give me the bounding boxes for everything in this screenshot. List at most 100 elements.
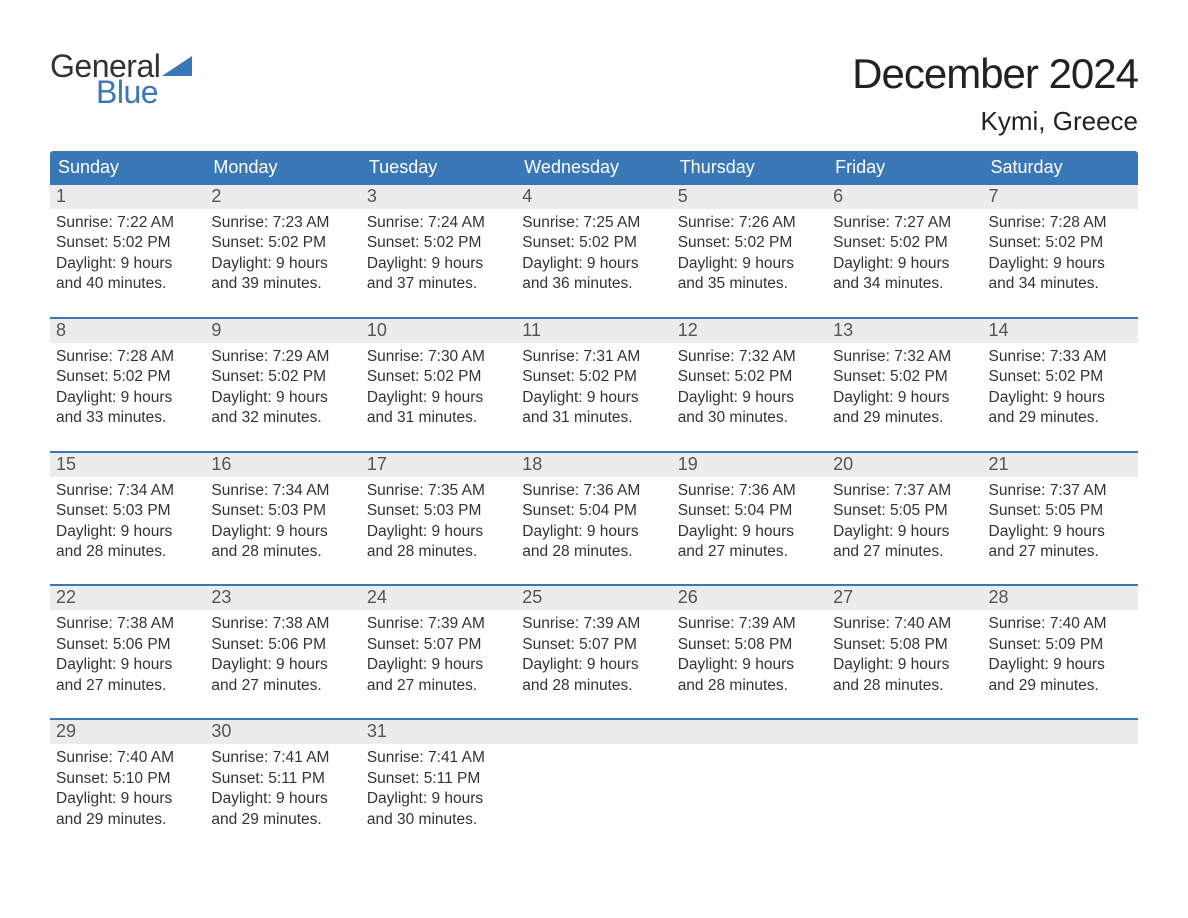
day-number-row: 11	[516, 319, 671, 343]
daylight-line-1: Daylight: 9 hours	[211, 254, 354, 274]
day-details: Sunrise: 7:35 AMSunset: 5:03 PMDaylight:…	[361, 477, 516, 571]
daylight-line-1: Daylight: 9 hours	[522, 388, 665, 408]
day-number-row: 20	[827, 453, 982, 477]
day-number-row: 12	[672, 319, 827, 343]
day-details: Sunrise: 7:37 AMSunset: 5:05 PMDaylight:…	[827, 477, 982, 571]
day-number: 14	[989, 320, 1009, 340]
calendar-day: 13Sunrise: 7:32 AMSunset: 5:02 PMDayligh…	[827, 319, 982, 437]
day-number: 28	[989, 587, 1009, 607]
day-details: Sunrise: 7:24 AMSunset: 5:02 PMDaylight:…	[361, 209, 516, 303]
calendar-day: 7Sunrise: 7:28 AMSunset: 5:02 PMDaylight…	[983, 185, 1138, 303]
calendar-day: 21Sunrise: 7:37 AMSunset: 5:05 PMDayligh…	[983, 453, 1138, 571]
sunrise-line: Sunrise: 7:37 AM	[833, 481, 976, 501]
day-number-row: 23	[205, 586, 360, 610]
day-number-row: 2	[205, 185, 360, 209]
daylight-line-1: Daylight: 9 hours	[211, 655, 354, 675]
sunrise-line: Sunrise: 7:25 AM	[522, 213, 665, 233]
calendar-day: 25Sunrise: 7:39 AMSunset: 5:07 PMDayligh…	[516, 586, 671, 704]
day-details: Sunrise: 7:31 AMSunset: 5:02 PMDaylight:…	[516, 343, 671, 437]
logo-word-blue: Blue	[96, 76, 192, 108]
daylight-line-1: Daylight: 9 hours	[56, 388, 199, 408]
sunrise-line: Sunrise: 7:22 AM	[56, 213, 199, 233]
daylight-line-1: Daylight: 9 hours	[522, 254, 665, 274]
sunset-line: Sunset: 5:09 PM	[989, 635, 1132, 655]
day-number: 29	[56, 721, 76, 741]
sunset-line: Sunset: 5:02 PM	[989, 233, 1132, 253]
day-details: Sunrise: 7:38 AMSunset: 5:06 PMDaylight:…	[50, 610, 205, 704]
daylight-line-1: Daylight: 9 hours	[678, 655, 821, 675]
sunset-line: Sunset: 5:11 PM	[367, 769, 510, 789]
calendar-day: 16Sunrise: 7:34 AMSunset: 5:03 PMDayligh…	[205, 453, 360, 571]
sunset-line: Sunset: 5:10 PM	[56, 769, 199, 789]
calendar-week: 1Sunrise: 7:22 AMSunset: 5:02 PMDaylight…	[50, 185, 1138, 303]
day-number-row: 15	[50, 453, 205, 477]
sunrise-line: Sunrise: 7:34 AM	[56, 481, 199, 501]
calendar-day: 29 Sunrise: 7:40 AMSunset: 5:10 PMDayligh…	[50, 720, 205, 838]
sunset-line: Sunset: 5:04 PM	[522, 501, 665, 521]
day-number-row: 22	[50, 586, 205, 610]
calendar-day	[672, 720, 827, 838]
daylight-line-1: Daylight: 9 hours	[367, 789, 510, 809]
sunrise-line: Sunrise: 7:39 AM	[367, 614, 510, 634]
sunrise-line: Sunrise: 7:41 AM	[211, 748, 354, 768]
calendar-day: 22Sunrise: 7:38 AMSunset: 5:06 PMDayligh…	[50, 586, 205, 704]
day-number: 10	[367, 320, 387, 340]
sunset-line: Sunset: 5:02 PM	[989, 367, 1132, 387]
day-number-row: 25	[516, 586, 671, 610]
day-details: Sunrise: 7:36 AMSunset: 5:04 PMDaylight:…	[516, 477, 671, 571]
day-number-row: 3	[361, 185, 516, 209]
weekday-header: Friday	[827, 151, 982, 185]
day-number-row	[983, 720, 1138, 744]
sunset-line: Sunset: 5:06 PM	[211, 635, 354, 655]
day-number-row: 24	[361, 586, 516, 610]
day-number: 26	[678, 587, 698, 607]
day-number-row: 1	[50, 185, 205, 209]
daylight-line-2: and 27 minutes.	[211, 676, 354, 696]
day-number: 24	[367, 587, 387, 607]
brand-logo: General Blue	[50, 50, 192, 108]
calendar-day: 4Sunrise: 7:25 AMSunset: 5:02 PMDaylight…	[516, 185, 671, 303]
calendar-day: 14 Sunrise: 7:33 AMSunset: 5:02 PMDayligh…	[983, 319, 1138, 437]
day-number-row: 21	[983, 453, 1138, 477]
calendar-week: 22Sunrise: 7:38 AMSunset: 5:06 PMDayligh…	[50, 584, 1138, 704]
sunset-line: Sunset: 5:02 PM	[211, 233, 354, 253]
day-details: Sunrise: 7:39 AMSunset: 5:07 PMDaylight:…	[516, 610, 671, 704]
daylight-line-1: Daylight: 9 hours	[211, 789, 354, 809]
sunset-line: Sunset: 5:08 PM	[678, 635, 821, 655]
sunrise-line: Sunrise: 7:34 AM	[211, 481, 354, 501]
daylight-line-1: Daylight: 9 hours	[211, 388, 354, 408]
day-number-row: 5	[672, 185, 827, 209]
calendar-day: 27Sunrise: 7:40 AMSunset: 5:08 PMDayligh…	[827, 586, 982, 704]
daylight-line-2: and 27 minutes.	[833, 542, 976, 562]
sunset-line: Sunset: 5:02 PM	[833, 233, 976, 253]
daylight-line-1: Daylight: 9 hours	[367, 655, 510, 675]
daylight-line-2: and 29 minutes.	[833, 408, 976, 428]
calendar-day	[516, 720, 671, 838]
day-number-row	[672, 720, 827, 744]
flag-icon	[162, 56, 192, 76]
daylight-line-2: and 28 minutes.	[833, 676, 976, 696]
sunrise-line: Sunrise: 7:36 AM	[522, 481, 665, 501]
daylight-line-1: Daylight: 9 hours	[56, 522, 199, 542]
day-number: 16	[211, 454, 231, 474]
daylight-line-1: Daylight: 9 hours	[989, 655, 1132, 675]
sunrise-line: Sunrise: 7:38 AM	[211, 614, 354, 634]
day-number: 31	[367, 721, 387, 741]
sunrise-line: Sunrise: 7:33 AM	[989, 347, 1132, 367]
day-number: 17	[367, 454, 387, 474]
day-details: Sunrise: 7:40 AMSunset: 5:10 PMDaylight:…	[50, 744, 205, 838]
day-number: 4	[522, 186, 532, 206]
daylight-line-1: Daylight: 9 hours	[989, 388, 1132, 408]
daylight-line-1: Daylight: 9 hours	[522, 522, 665, 542]
page-title: December 2024	[852, 50, 1138, 98]
day-number-row: 26	[672, 586, 827, 610]
daylight-line-2: and 27 minutes.	[56, 676, 199, 696]
daylight-line-1: Daylight: 9 hours	[989, 254, 1132, 274]
sunrise-line: Sunrise: 7:41 AM	[367, 748, 510, 768]
day-number: 13	[833, 320, 853, 340]
weekday-header-row: SundayMondayTuesdayWednesdayThursdayFrid…	[50, 151, 1138, 185]
day-number: 15	[56, 454, 76, 474]
daylight-line-2: and 28 minutes.	[678, 676, 821, 696]
day-number-row	[516, 720, 671, 744]
day-number: 2	[211, 186, 221, 206]
